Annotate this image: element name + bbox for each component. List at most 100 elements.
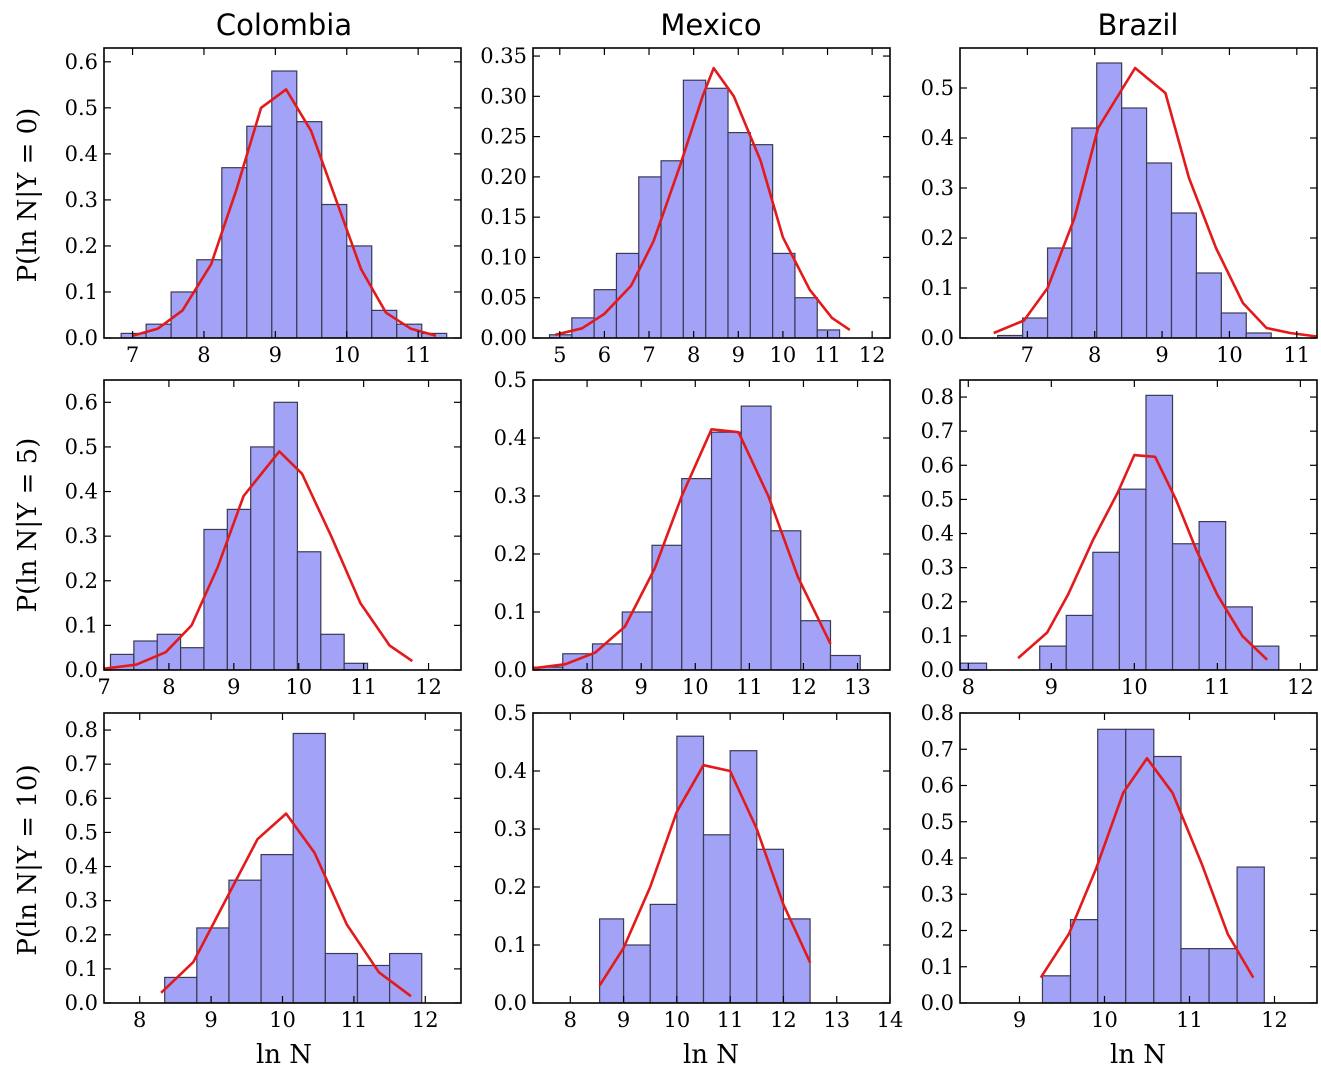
histogram-bar [179,647,205,670]
y-tick-label: 0.0 [65,326,98,350]
x-tick-label: 12 [770,1008,797,1032]
fit-curve [1039,756,1255,979]
fit-curve [993,66,1317,338]
histogram-bar [1125,728,1155,1003]
y-tick-label: 0.7 [921,419,954,443]
axes-frame [103,379,462,671]
axes-frame [532,712,891,1004]
histogram-bar [273,401,299,670]
y-tick-label: 0.30 [480,84,527,108]
x-tick-label: 8 [687,343,700,367]
bars-group [599,735,811,1003]
histogram-bar [1121,107,1148,338]
bars-group [109,401,369,670]
x-tick-label: 11 [717,1008,744,1032]
x-tick-label: 10 [770,343,797,367]
bars-group [533,405,861,670]
histogram-bar [246,125,273,338]
y-tick-label: 0.3 [65,524,98,548]
y-tick-label: 0.2 [494,875,527,899]
histogram-bar [296,121,323,338]
y-tick-label: 0.4 [65,142,98,166]
histogram-bar [1097,728,1127,1003]
y-tick-label: 0.0 [494,991,527,1015]
x-tick-label: 11 [1283,343,1310,367]
x-tick-label: 10 [333,343,360,367]
y-tick-label: 0.0 [921,991,954,1015]
y-tick-label: 0.5 [494,701,527,725]
histogram-bar [250,446,275,670]
histogram-bar [1039,645,1067,670]
histogram-bar [1092,551,1121,670]
histogram-bar [1236,866,1265,1003]
histogram-bar [1096,62,1123,338]
x-tick-label: 11 [736,675,763,699]
x-tick-label: 14 [877,1008,904,1032]
histogram-bar [615,252,640,338]
x-axis-label-brazil: ln N [1110,1040,1166,1070]
y-tick-label: 0.00 [480,326,527,350]
y-tick-label: 0.5 [494,368,527,392]
histogram-bar [164,976,198,1003]
y-tick-label: 0.5 [921,487,954,511]
histogram-bar [271,70,298,338]
histogram-bar [296,551,322,670]
histogram-bar [1071,127,1098,338]
x-tick-label: 12 [859,343,886,367]
histogram-bar [681,478,713,670]
x-tick-label: 10 [1121,675,1148,699]
histogram-bar [676,735,705,1003]
y-tick-label: 0.6 [65,786,98,810]
histogram-bar [1153,755,1182,1003]
panel-mexico-y-5: 8 9 10 11 12 13 0.0 0.1 0.2 0.3 0.4 0.5 [494,368,891,699]
histogram-bar [1046,247,1073,338]
histogram-bar [320,633,345,670]
y-tick-label: 0.0 [921,658,954,682]
y-tick-label: 0.3 [65,188,98,212]
x-tick-label: 7 [126,343,139,367]
y-tick-label: 0.15 [480,205,527,229]
histogram-bar [829,654,861,670]
histogram-bar [772,252,796,338]
y-tick-label: 0.2 [65,923,98,947]
y-tick-label: 0.5 [65,435,98,459]
histogram-bar [1145,162,1173,338]
fit-curve [554,66,851,337]
x-tick-label: 9 [617,1008,630,1032]
fit-curve [132,88,437,337]
histogram-bar [794,297,818,338]
histogram-bar [756,848,785,1003]
y-tick-label: 0.3 [494,817,527,841]
panel-mexico-y-10: 8 9 10 11 12 13 14 0.0 0.1 0.2 0.3 0.4 0.5 [494,701,904,1032]
y-tick-label: 0.2 [65,569,98,593]
bars-group [164,732,423,1003]
y-tick-label: 0.0 [65,658,98,682]
y-axis-label-row-1: P(ln N|Y = 0) [13,108,43,283]
histogram-bar [346,245,373,338]
x-tick-label: 8 [1088,343,1101,367]
x-tick-label: 11 [350,675,377,699]
y-tick-label: 0.3 [65,889,98,913]
histogram-bar [1065,614,1094,670]
y-tick-label: 0.7 [921,737,954,761]
histogram-bar [710,431,742,670]
histogram-bar [260,853,294,1003]
histogram-bar [702,834,731,1003]
fit-curve [1017,453,1269,661]
y-tick-label: 0.1 [921,276,954,300]
x-tick-label: 8 [962,675,975,699]
x-tick-label: 10 [285,675,312,699]
histogram-bar [1198,520,1227,670]
y-tick-label: 0.6 [65,390,98,414]
histogram-bar [1180,948,1210,1003]
x-tick-label: 6 [598,343,611,367]
y-tick-label: 0.6 [921,453,954,477]
y-tick-label: 0.25 [480,125,527,149]
fit-curve [533,427,832,670]
y-tick-label: 0.8 [65,718,98,742]
x-tick-label: 12 [412,1008,439,1032]
y-tick-label: 0.4 [921,522,954,546]
x-tick-label: 12 [790,675,817,699]
histogram-bar [649,903,678,1003]
